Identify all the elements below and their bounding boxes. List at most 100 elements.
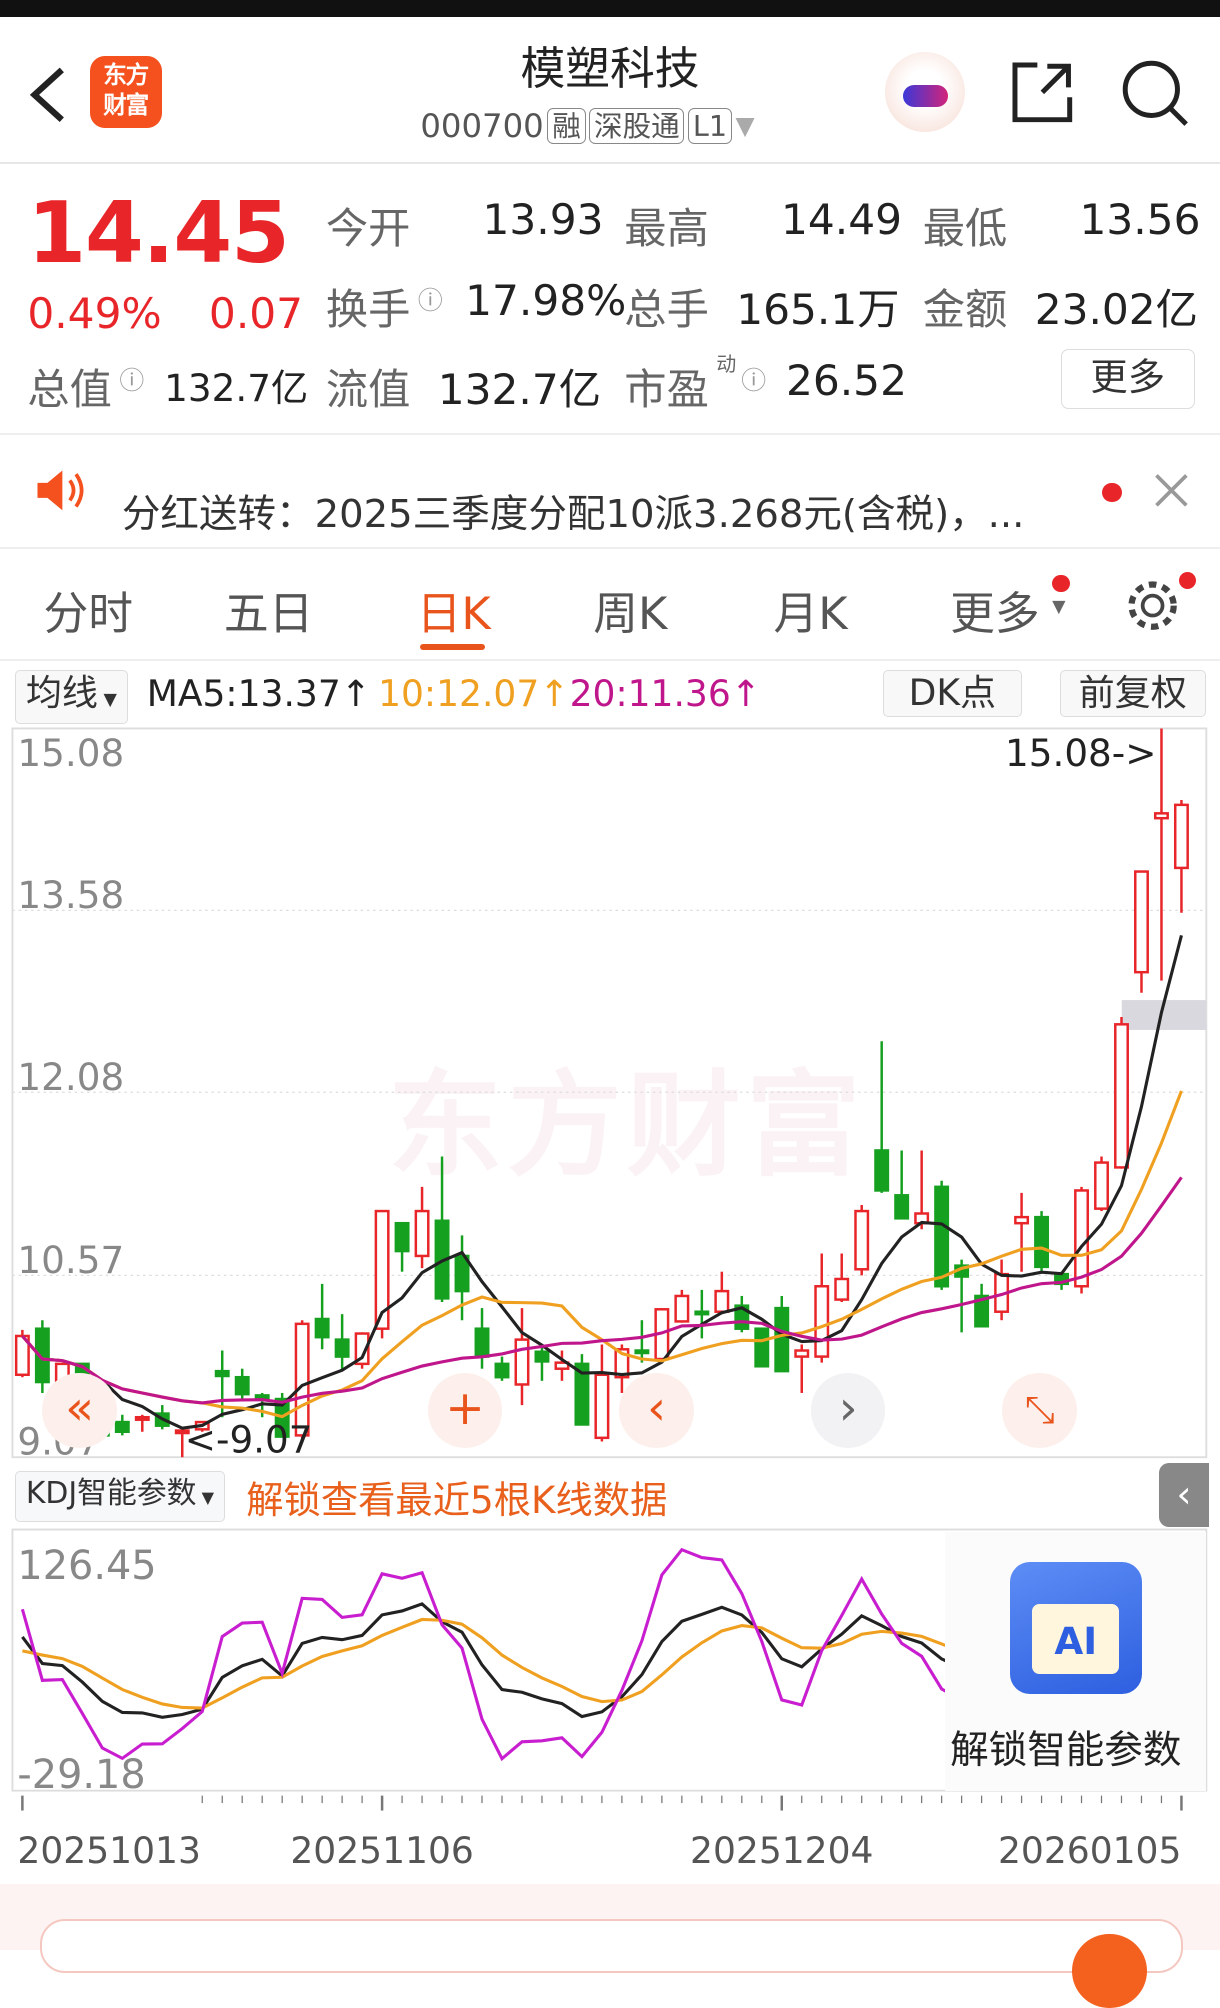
header: 东方财富 模塑科技 000700 融 深股通 L1 ▼ [0,17,1220,164]
comment-input[interactable] [39,1918,1183,1973]
ma20-value: 20:11.36↑ [569,672,761,715]
unread-dot [1101,482,1122,503]
collapse-panel-button[interactable]: ‹ [1159,1462,1209,1528]
stock-name: 模塑科技 [520,42,700,96]
candle-body [314,1318,330,1339]
kdj-selector[interactable]: KDJ智能参数 ▼ [14,1471,225,1522]
close-icon[interactable] [1154,473,1189,508]
y-tick-label: 10.57 [17,1238,124,1282]
candle-body [714,1290,730,1314]
active-tab-indicator [420,644,485,651]
amount-value: 23.02亿 [1034,285,1198,335]
candle-body [414,1210,430,1258]
max-price-label: 15.08-> [1005,731,1156,775]
caret-down-icon: ▼ [1052,596,1066,617]
candle-body [1094,1161,1109,1211]
candle-body [594,1373,610,1440]
adjust-button[interactable]: 前复权 [1059,670,1206,718]
selector-label: 均线 [25,672,98,715]
tab-more[interactable]: 更多 [950,587,1040,641]
bottom-bar [0,1884,1220,2008]
share-icon[interactable] [1010,60,1075,125]
volume-label: 总手 [624,285,709,335]
candle-body [1114,1023,1129,1169]
low-label: 最低 [922,204,1008,254]
candle-body [34,1327,50,1384]
candle-body [1074,1189,1089,1288]
candle-body [174,1429,190,1435]
candle-body [974,1295,990,1328]
ai-icon: AI [1009,1561,1142,1694]
candle-body [674,1295,690,1323]
zoom-out-button[interactable]: « [42,1372,117,1448]
indicator-selector[interactable]: 均线 ▼ [14,670,128,725]
ma5-line [21,935,1183,1431]
search-icon[interactable] [1119,57,1191,129]
candle-body [354,1332,370,1366]
period-tabs: 分时 五日 日K 周K 月K 更多 ▼ [0,550,1220,662]
candle-body [334,1338,350,1359]
kdj-y-tick-label: 126.45 [17,1543,156,1589]
speaker-icon [37,470,84,510]
info-icon[interactable]: ⓘ [741,365,767,395]
watermark: 东方财富 [388,1059,866,1193]
candle-body [874,1149,890,1192]
scroll-left-button[interactable]: ‹ [619,1372,694,1448]
ma-bar: 均线 ▼ MA5:13.37↑ 10:12.07↑ 20:11.36↑ DK点 … [0,665,1220,725]
change-amount: 0.07 [208,288,304,338]
tab-weekly-k[interactable]: 周K [593,587,668,641]
candle-body [234,1376,250,1396]
tab-monthly-k[interactable]: 月K [773,587,848,641]
scroll-right-button[interactable]: › [810,1372,886,1448]
market-cap-value: 132.7亿 [164,366,309,411]
dropdown-icon[interactable]: ▼ [735,111,755,141]
stock-code-row[interactable]: 000700 融 深股通 L1 ▼ [420,107,754,145]
badge-dot [1178,572,1197,590]
expand-icon[interactable]: ⤡ [1002,1372,1077,1448]
candle-body [794,1349,810,1359]
candle-body [394,1222,410,1253]
change-percent: 0.49% [27,288,162,338]
candle-body [254,1394,270,1400]
amount-label: 金额 [922,285,1008,335]
level-tag: L1 [688,107,732,145]
dk-point-button[interactable]: DK点 [882,670,1022,718]
y-tick-label: 13.58 [17,873,124,917]
tab-daily-k[interactable]: 日K [416,587,491,641]
more-quote-button[interactable]: 更多 [1060,349,1195,409]
info-icon[interactable]: ⓘ [119,365,145,395]
candle-body [114,1421,130,1434]
assistant-avatar[interactable] [885,52,966,132]
logo-text: 东方财富 [103,60,149,119]
kdj-y-tick-label: -29.18 [17,1752,145,1798]
min-price-label: <-9.07 [185,1418,313,1462]
x-axis-date-label: 20260105 [998,1830,1181,1872]
tab-five-day[interactable]: 五日 [223,587,314,641]
ai-promo-label: 解锁智能参数 [950,1727,1182,1773]
high-label: 最高 [624,204,709,254]
adjust-label: 前复权 [1078,672,1187,715]
candle-body [14,1335,30,1377]
open-value: 13.93 [482,195,604,245]
x-axis-date-label: 20251106 [290,1830,473,1872]
pe-label: 市盈 [624,364,709,414]
tab-minute[interactable]: 分时 [43,587,134,641]
float-cap-label: 流值 [325,364,411,414]
badge-dot [1052,574,1070,592]
unlock-promo-link[interactable]: 解锁查看最近5根K线数据 [246,1477,668,1522]
gear-icon[interactable] [1124,577,1181,634]
plus-button[interactable]: + [427,1372,503,1448]
stock-code: 000700 [420,106,544,145]
dk-label: DK点 [908,672,997,715]
action-button[interactable] [1072,1933,1147,2008]
ai-promo-panel[interactable]: AI 解锁智能参数 [945,1532,1207,1791]
high-value: 14.49 [780,195,902,245]
kdj-frame [11,1528,1208,1792]
info-icon[interactable]: ⓘ [417,286,443,316]
candle-body [774,1307,790,1373]
kdj-chart: 126.45 -29.18 20251013 20251106 20251204 2026… [11,1528,1208,1872]
app-logo[interactable]: 东方财富 [89,55,162,129]
notice-bar[interactable]: 分红送转：2025三季度分配10派3.268元(含税)，... [0,435,1220,550]
back-icon[interactable] [27,65,69,125]
